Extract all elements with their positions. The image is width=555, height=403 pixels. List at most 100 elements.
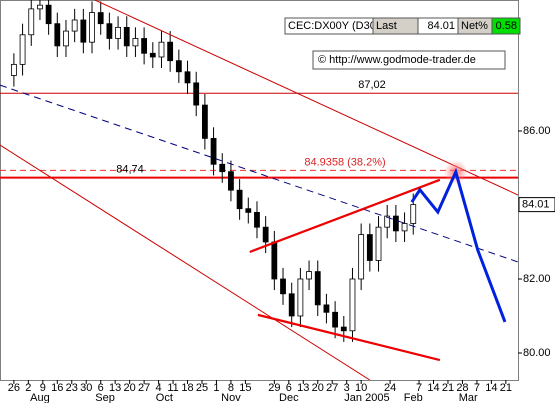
candle-body [349,278,356,332]
candle-body [245,208,252,213]
candle-body [89,12,95,43]
header-text: 84.01 [427,20,455,32]
candle-body [175,60,182,73]
x-tick-label: 4 [156,382,162,394]
x-tick-label: 25 [196,382,208,394]
candle-body [158,41,165,58]
header-text: Last [376,20,397,32]
last-price-label: 84.01 [522,199,550,211]
x-tick-label: 3 [344,382,350,394]
x-tick-label: 29 [268,382,280,394]
x-tick-label: 6 [286,382,292,394]
x-tick-label: 1 [213,382,219,394]
header-box [491,17,521,35]
last-price-box [518,197,555,213]
candle-body [410,204,417,224]
candle-body [306,271,312,280]
candle-body [401,223,408,232]
copyright-box [312,50,506,70]
candle-body [97,12,104,25]
x-tick-label: 15 [239,382,251,394]
x-tick-label: 7 [474,382,480,394]
x-tick-label: 13 [297,382,309,394]
candle-body [63,30,69,47]
trend-line [0,144,371,380]
x-tick-label: 18 [181,382,193,394]
candle-body [115,26,121,39]
y-tick-label: 82.00 [523,273,551,285]
candle-body [219,163,226,173]
x-tick-label: 21 [500,382,512,394]
x-tick-label: 14 [485,382,497,394]
header-text: CEC:DX00Y (D30) [288,20,380,32]
trend-line [249,178,441,254]
x-tick-label: 24 [384,382,396,394]
candle-body [314,271,321,306]
candle-body [384,215,391,228]
trend-line [257,313,441,362]
candle-body [392,215,399,232]
candle-body [123,26,130,47]
candle-body [340,326,347,332]
month-label: Jan 2005 [344,392,389,403]
x-tick-label: 10 [355,382,367,394]
x-tick-label: 16 [51,382,63,394]
x-tick-label: 2 [25,382,31,394]
y-tick-label: 80.00 [523,347,551,359]
trend-line [94,0,518,196]
x-tick-label: 8 [228,382,234,394]
candle-body [332,311,339,328]
copyright: © http://www.godmode-trader.de [318,54,476,66]
candle-body [254,211,260,228]
candle-body [297,278,304,317]
month-label: Nov [221,392,241,403]
candle-body [280,278,286,295]
month-label: Aug [30,392,50,403]
x-tick-label: 21 [442,382,454,394]
candle-body [262,226,269,243]
candle-body [10,63,17,76]
candle-body [375,226,382,261]
x-tick-label: 11 [167,382,178,394]
candle-body [323,304,330,313]
level-label: 87,02 [358,79,386,91]
candle-body [236,189,243,210]
x-tick-label: 28 [456,382,468,394]
candle-body [132,38,139,47]
month-label: Mar [459,392,478,403]
candle-body [80,19,87,43]
month-label: Oct [156,392,173,403]
x-tick-label: 20 [312,382,324,394]
x-tick-label: 7 [416,382,422,394]
candle-body [201,104,208,139]
candle-body [141,38,148,54]
level-label: 84,74 [116,164,144,176]
x-tick-label: 6 [98,382,104,394]
candle-body [210,137,217,165]
candle-body [19,34,26,65]
header-text: 0.58 [496,20,517,32]
candle-body [45,4,52,25]
candle-body [271,241,278,280]
candle-body [28,8,35,36]
candle-body [54,23,61,47]
x-tick-label: 27 [326,382,338,394]
candle-body [71,19,78,32]
x-tick-label: 14 [427,382,439,394]
x-tick-label: 20 [124,382,136,394]
candle-body [106,23,113,39]
trend-line [0,84,518,263]
x-tick-label: 9 [40,382,46,394]
x-tick-label: 23 [66,382,78,394]
x-tick-label: 27 [138,382,150,394]
header-text: Net% [461,20,488,32]
y-tick-label: 86.00 [523,125,551,137]
x-tick-label: 13 [109,382,121,394]
level-label: 84.9358 (38.2%) [304,156,385,168]
trend-line [410,167,507,323]
candle-body [228,171,234,191]
candle-body [149,52,156,58]
plot [0,0,518,380]
